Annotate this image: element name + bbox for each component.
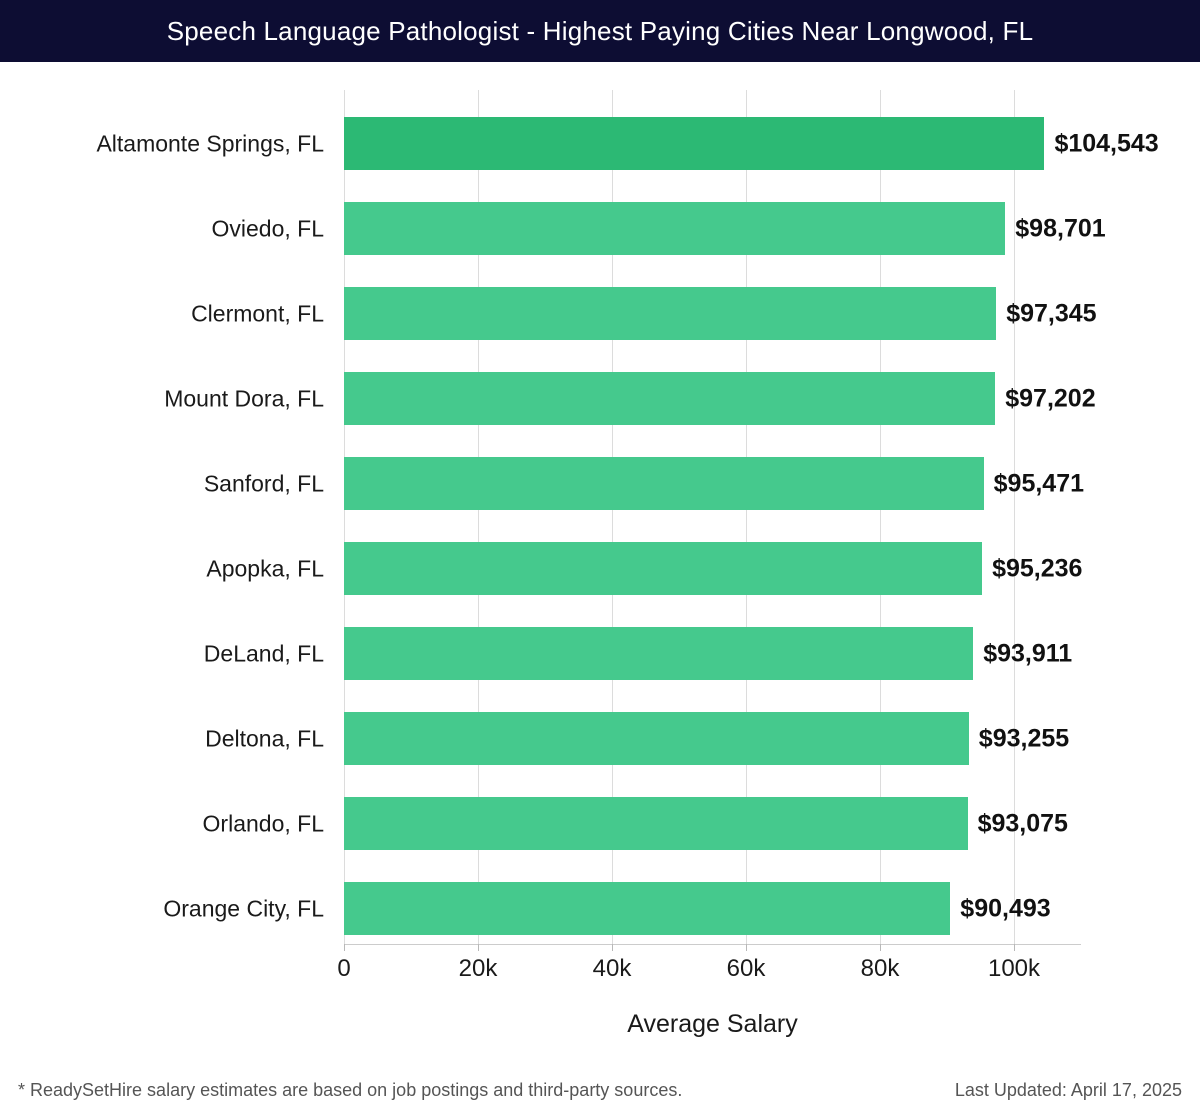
- bar-row[interactable]: Orange City, FL $90,493: [0, 882, 1200, 935]
- bar-row[interactable]: Sanford, FL $95,471: [0, 457, 1200, 510]
- footer-disclaimer: * ReadySetHire salary estimates are base…: [18, 1080, 683, 1100]
- bar[interactable]: [344, 542, 983, 595]
- bar-row[interactable]: Clermont, FL $97,345: [0, 287, 1200, 340]
- x-axis-tick-label: 60k: [726, 955, 766, 982]
- bar-value-label: $98,701: [1015, 214, 1106, 242]
- bar-row[interactable]: Apopka, FL $95,236: [0, 542, 1200, 595]
- bar[interactable]: [344, 712, 969, 765]
- gridline: [478, 90, 479, 944]
- category-label: Sanford, FL: [203, 470, 324, 496]
- x-axis-tick: [478, 944, 479, 951]
- bar[interactable]: [344, 627, 974, 680]
- bar-value-label: $95,236: [992, 554, 1083, 582]
- category-label: Altamonte Springs, FL: [96, 130, 324, 156]
- x-axis-tick-label: 40k: [592, 955, 632, 982]
- category-label: Mount Dora, FL: [164, 385, 324, 411]
- bar-row[interactable]: Mount Dora, FL $97,202: [0, 372, 1200, 425]
- footer-last-updated: Last Updated: April 17, 2025: [954, 1080, 1182, 1100]
- bar-value-label: $97,345: [1006, 299, 1097, 327]
- x-axis-tick: [1014, 944, 1015, 951]
- bar-row[interactable]: Deltona, FL $93,255: [0, 712, 1200, 765]
- bar[interactable]: [344, 372, 996, 425]
- x-axis-tick: [746, 944, 747, 951]
- gridline: [612, 90, 613, 944]
- bar-row[interactable]: DeLand, FL $93,911: [0, 627, 1200, 680]
- bar[interactable]: [344, 117, 1045, 170]
- bar-value-label: $97,202: [1005, 384, 1096, 412]
- bar-row[interactable]: Altamonte Springs, FL $104,543: [0, 117, 1200, 170]
- category-label: DeLand, FL: [203, 640, 324, 666]
- category-label: Orange City, FL: [163, 895, 324, 921]
- category-label: Oviedo, FL: [211, 215, 325, 241]
- x-axis-tick: [612, 944, 613, 951]
- x-axis-tick-label: 100k: [987, 955, 1041, 982]
- bar-value-label: $93,075: [977, 809, 1068, 837]
- category-label: Deltona, FL: [205, 725, 324, 751]
- bar[interactable]: [344, 797, 968, 850]
- plot-area: [344, 90, 1080, 944]
- x-axis-title: Average Salary: [627, 1010, 798, 1038]
- x-axis-tick-label: 80k: [860, 955, 900, 982]
- bar-row[interactable]: Orlando, FL $93,075: [0, 797, 1200, 850]
- footer: * ReadySetHire salary estimates are base…: [0, 1074, 1200, 1120]
- gridline: [746, 90, 747, 944]
- bar[interactable]: [344, 287, 997, 340]
- bar-value-label: $104,543: [1054, 129, 1159, 157]
- category-label: Orlando, FL: [202, 810, 324, 836]
- bar-value-label: $90,493: [960, 894, 1051, 922]
- x-axis-tick: [880, 944, 881, 951]
- category-label: Clermont, FL: [191, 300, 324, 326]
- gridline: [344, 90, 345, 944]
- bar[interactable]: [344, 457, 984, 510]
- bar[interactable]: [344, 202, 1006, 255]
- category-label: Apopka, FL: [206, 555, 324, 581]
- gridline: [880, 90, 881, 944]
- x-axis-tick-label: 20k: [458, 955, 498, 982]
- x-axis-line: [344, 944, 1081, 945]
- page-title: Speech Language Pathologist - Highest Pa…: [166, 15, 1034, 46]
- bar-row[interactable]: Oviedo, FL $98,701: [0, 202, 1200, 255]
- bar-value-label: $93,911: [983, 639, 1073, 667]
- bar[interactable]: [344, 882, 951, 935]
- gridline: [1014, 90, 1015, 944]
- chart-header: Speech Language Pathologist - Highest Pa…: [0, 0, 1200, 62]
- x-axis-tick-label: 0: [337, 955, 351, 982]
- bar-value-label: $95,471: [993, 469, 1085, 497]
- x-axis-tick: [344, 944, 345, 951]
- bar-value-label: $93,255: [978, 724, 1070, 752]
